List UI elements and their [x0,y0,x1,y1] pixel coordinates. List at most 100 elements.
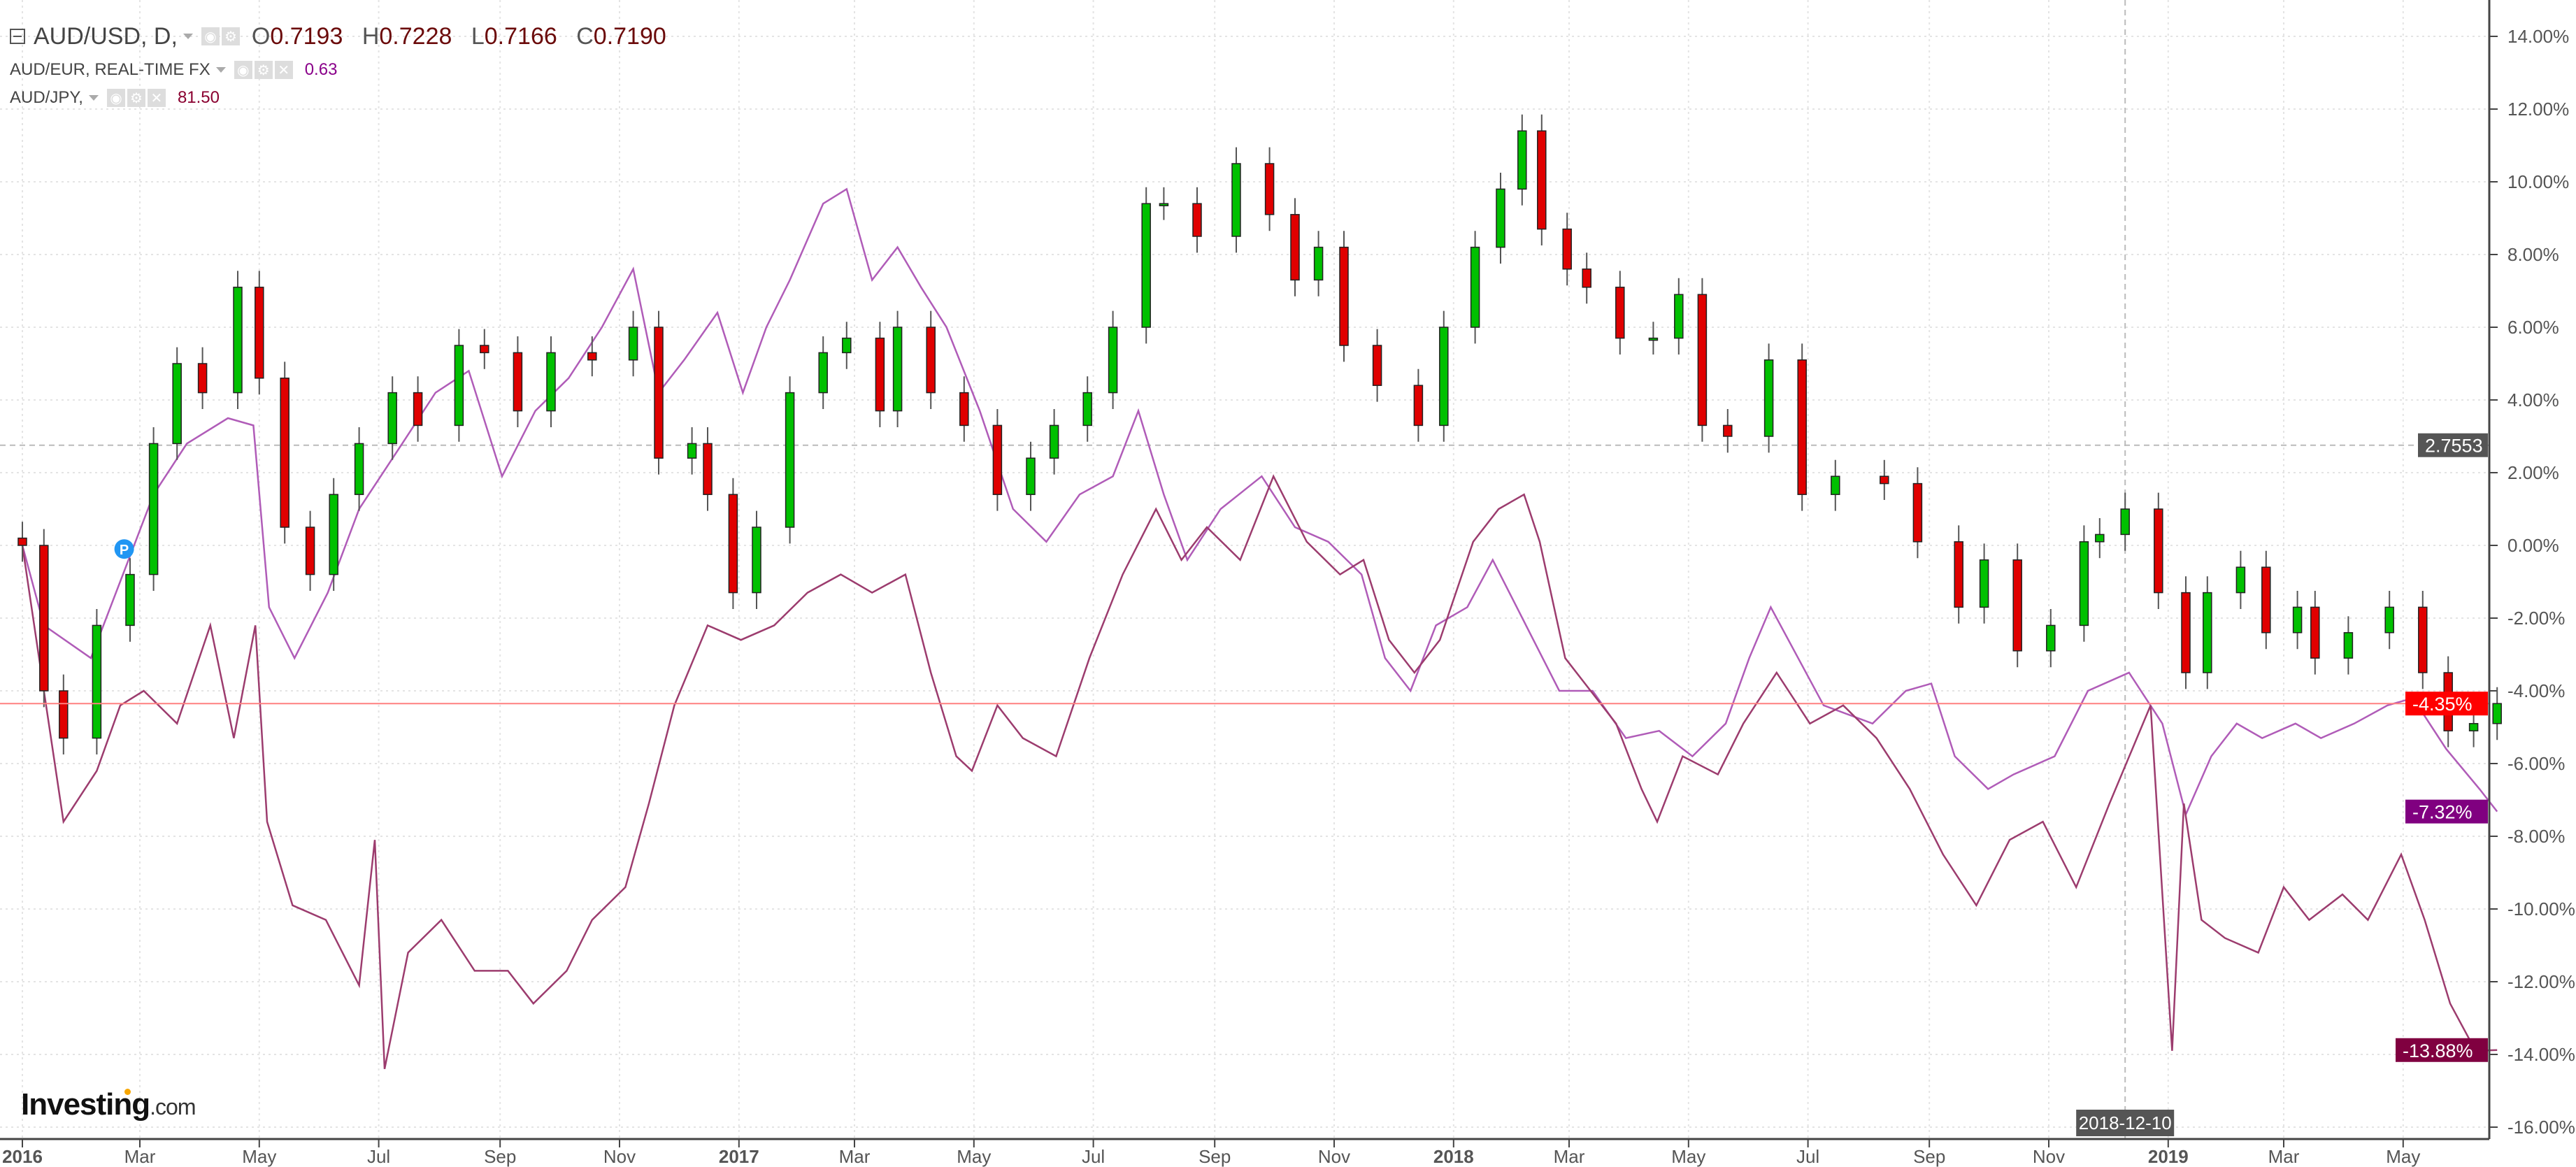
candle [1648,337,1659,341]
candle [125,573,135,627]
visibility-icon[interactable]: ◉ [201,27,220,45]
candle [687,443,697,459]
visibility-icon[interactable]: ◉ [234,61,252,79]
candle [2261,566,2271,633]
candle [2235,566,2246,594]
gear-icon[interactable]: ⚙ [127,89,145,107]
y-tick-label: 10.00% [2507,171,2569,192]
candle [1880,475,1889,485]
legend-value-audjpy: 81.50 [177,88,220,107]
candle [413,392,423,427]
series-line-audeur [21,187,2498,817]
candle [2468,723,2479,731]
candle [2095,534,2105,543]
legend-row-audjpy: AUD/JPY, ◉ ⚙ ✕ 81.50 [10,84,666,112]
candle [2154,508,2163,594]
open-label: O [251,22,271,50]
y-tick-label: 6.00% [2507,317,2559,338]
candle [1562,228,1572,270]
event-marker-label: P [120,543,129,558]
candle [233,287,243,394]
candle [1912,482,1923,543]
series-line-audjpy [21,474,2498,1070]
candle [2343,632,2354,659]
chevron-down-icon[interactable] [183,34,193,39]
candle [2012,559,2022,652]
candlestick-series-audusd [17,114,2502,754]
candle [2384,606,2394,633]
candle [1413,385,1424,427]
candle [197,363,208,394]
x-tick-label: Mar [839,1146,871,1167]
candle [1517,130,1527,190]
candle [1026,457,1036,495]
candle [1723,424,1733,437]
legend-row-audeur: AUD/EUR, REAL-TIME FX ◉ ⚙ ✕ 0.63 [10,56,666,84]
last-value-tag-audjpy [2396,1038,2488,1062]
crosshair-date-tag [2076,1110,2175,1136]
low-value: 0.7166 [484,22,557,50]
close-icon[interactable]: ✕ [147,89,166,107]
close-icon[interactable]: ✕ [274,61,293,79]
high-value: 0.7228 [379,22,452,50]
candle [59,690,69,739]
candle [454,345,464,427]
event-marker-icon[interactable] [114,539,134,559]
y-tick-label: 8.00% [2507,244,2559,265]
candle [1496,188,1505,248]
candle [875,337,885,412]
gear-icon[interactable]: ⚙ [221,27,240,45]
candle [2181,592,2191,673]
y-tick-label: 2.00% [2507,462,2559,483]
x-tick-label: Sep [1198,1146,1231,1167]
candle [1290,214,1300,281]
legend-symbol-audusd[interactable]: AUD/USD, D, [34,22,178,50]
x-tick-label: Sep [484,1146,516,1167]
candle [2203,592,2212,673]
candle [39,545,49,692]
candle [785,392,795,528]
y-tick-label: -6.00% [2507,753,2565,774]
candle [1763,359,1774,437]
candle [842,337,852,354]
candle [1831,475,1840,495]
collapse-icon[interactable] [10,29,25,44]
y-tick-label: 12.00% [2507,99,2569,120]
candle [1979,559,1989,608]
candle [728,494,738,594]
high-label: H [362,22,380,50]
candle [892,327,903,412]
candle [628,327,638,361]
candle [1372,345,1382,386]
y-tick-label: 14.00% [2507,26,2569,47]
candle [1674,294,1684,339]
candle [2079,541,2089,627]
x-tick-label: Jul [1796,1146,1819,1167]
candle [513,352,523,412]
candle [1049,424,1059,459]
legend-symbol-audjpy[interactable]: AUD/JPY, [10,88,83,107]
x-tick-label: Jul [367,1146,390,1167]
legend-symbol-audeur[interactable]: AUD/EUR, REAL-TIME FX [10,60,210,79]
logo-suffix: .com [150,1094,196,1119]
x-tick-label: 2018 [1433,1146,1474,1167]
investing-logo: Investing.com [21,1087,196,1122]
candle [1339,246,1349,346]
gear-icon[interactable]: ⚙ [254,61,273,79]
chevron-down-icon[interactable] [215,67,226,73]
candle [2046,624,2056,652]
y-tick-label: -12.00% [2507,971,2575,992]
candle [1231,163,1241,237]
candle [172,363,182,445]
visibility-icon[interactable]: ◉ [106,89,125,107]
chevron-down-icon[interactable] [88,95,99,101]
y-tick-label: -14.00% [2507,1044,2575,1065]
candle [587,352,597,361]
candle [2310,606,2320,659]
candle [1954,541,1963,608]
legend-row-audusd: AUD/USD, D, ◉ ⚙ O0.7193 H0.7228 L0.7166 … [10,17,666,56]
candle [255,287,264,379]
candle [1582,269,1591,288]
candle [1439,327,1449,427]
